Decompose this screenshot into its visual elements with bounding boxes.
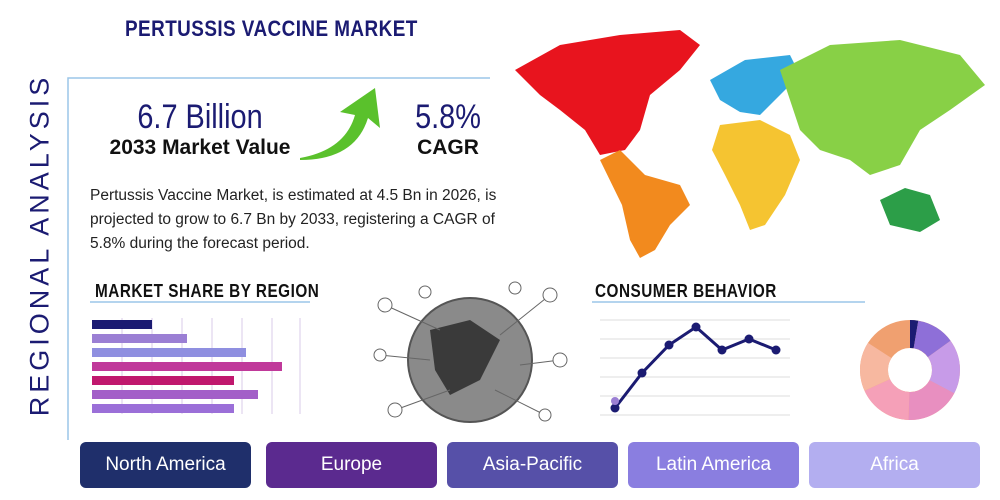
section-title: CONSUMER BEHAVIOR xyxy=(595,281,777,301)
stat-value: 6.7 Billion xyxy=(137,98,263,136)
region-button[interactable]: Europe xyxy=(266,442,437,488)
stat-label: CAGR xyxy=(417,136,479,159)
section-title: MARKET SHARE BY REGION xyxy=(95,281,320,301)
region-button[interactable]: North America xyxy=(80,442,251,488)
region-button[interactable]: Asia-Pacific xyxy=(447,442,618,488)
stat-label: 2033 Market Value xyxy=(109,136,291,159)
side-label: REGIONAL ANALYSIS xyxy=(24,73,55,417)
region-button[interactable]: Latin America xyxy=(628,442,799,488)
description: Pertussis Vaccine Market, is estimated a… xyxy=(90,187,497,252)
title: PERTUSSIS VACCINE MARKET xyxy=(125,16,418,41)
region-button[interactable]: Africa xyxy=(809,442,980,488)
stat-value: 5.8% xyxy=(415,98,481,136)
